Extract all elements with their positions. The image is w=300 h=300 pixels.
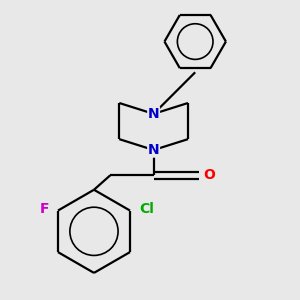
Text: O: O (203, 168, 215, 182)
Text: Cl: Cl (139, 202, 154, 216)
Text: N: N (148, 143, 159, 157)
Text: N: N (148, 107, 159, 121)
Text: F: F (39, 202, 49, 216)
